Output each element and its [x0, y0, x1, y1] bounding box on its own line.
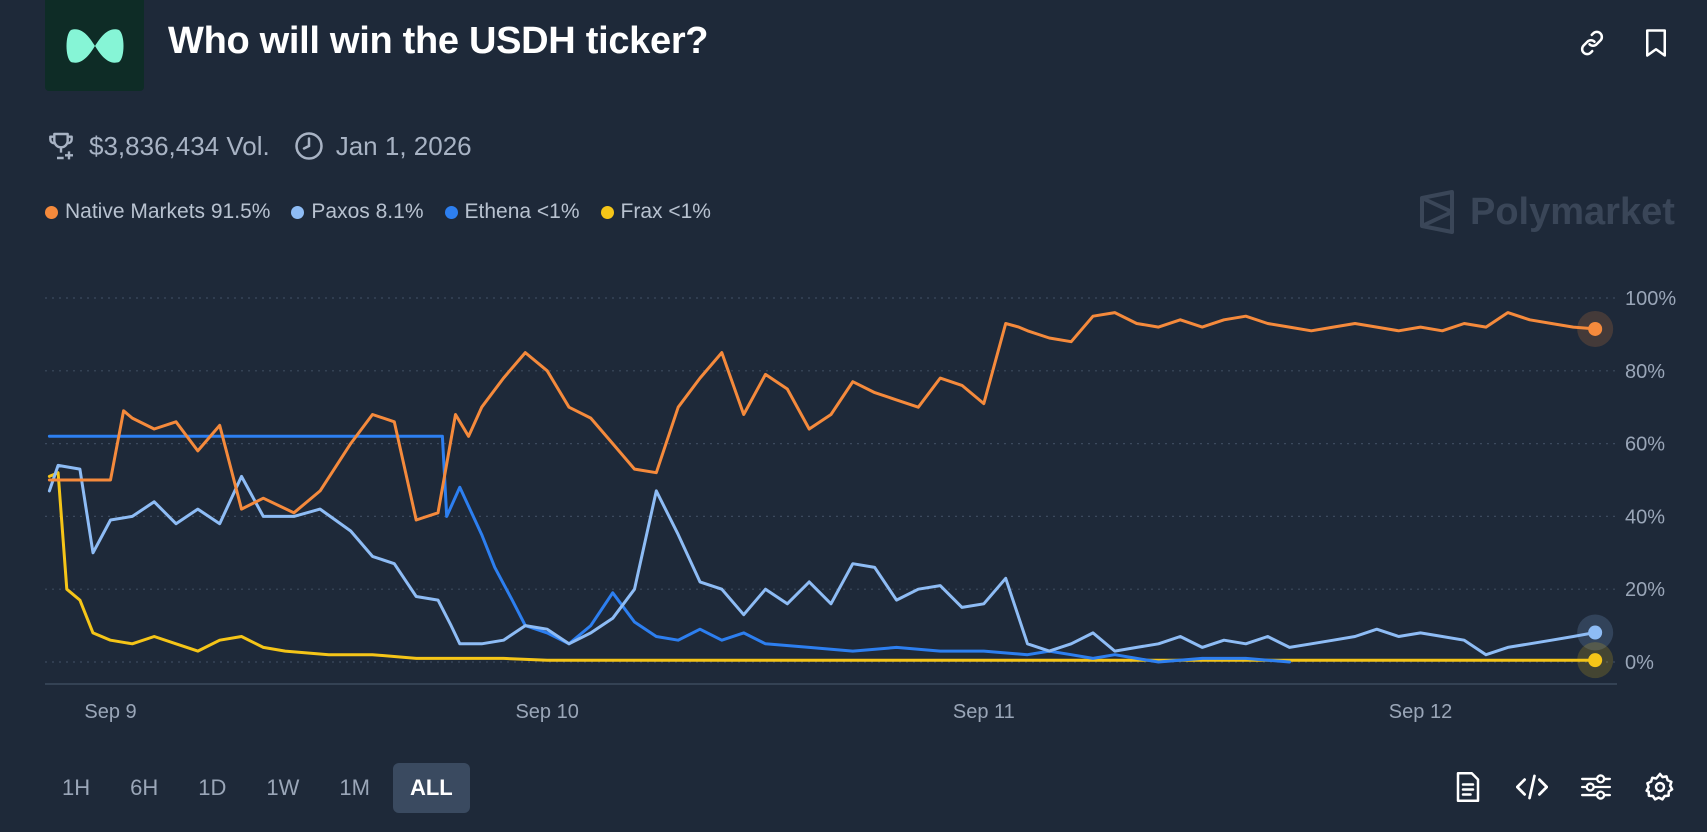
legend-item: Paxos 8.1% [291, 200, 424, 224]
watermark-text: Polymarket [1470, 190, 1675, 233]
y-tick-label: 60% [1625, 434, 1665, 456]
series-line-paxos [47, 463, 1597, 657]
bookmark-icon [1646, 29, 1666, 57]
legend-dot [600, 205, 614, 219]
market-logo [45, 0, 144, 91]
settings-button[interactable] [1643, 770, 1677, 804]
trophy-icon [49, 132, 73, 160]
x-tick-label: Sep 12 [1389, 701, 1452, 723]
series-line-native-markets [47, 311, 1597, 522]
y-tick-label: 20% [1625, 579, 1665, 601]
gear-icon [1645, 772, 1674, 801]
legend-item: Ethena <1% [444, 200, 580, 224]
legend-label: Ethena <1% [464, 200, 580, 223]
y-tick-label: 40% [1625, 506, 1665, 528]
legend-label: Native Markets 91.5% [65, 200, 271, 223]
legend-item: Frax <1% [600, 200, 711, 224]
tab-1h[interactable]: 1H [62, 775, 91, 800]
tab-1m[interactable]: 1M [339, 775, 370, 800]
end-date-text: Jan 1, 2026 [335, 130, 472, 161]
timeframe-tabs: 1H 6H 1D 1W 1M ALL [45, 763, 470, 813]
document-icon [1456, 772, 1480, 802]
series-line-frax [47, 471, 1597, 662]
price-chart: 0% 20% 40% 60% 80% 100% Sep 9 Sep 10 Sep 11 Sep 1… [45, 288, 1676, 723]
chart-tools [1451, 770, 1677, 804]
polymarket-watermark: Polymarket [1418, 190, 1675, 234]
clock-icon [294, 132, 323, 160]
legend-label: Frax <1% [620, 200, 711, 223]
legend-item: Native Markets 91.5% [45, 200, 270, 224]
tab-all[interactable]: ALL [392, 763, 470, 813]
y-tick-label: 80% [1625, 361, 1665, 383]
endpoint-marker [1588, 653, 1603, 668]
embed-button[interactable] [1515, 770, 1549, 804]
legend-dot [444, 205, 458, 219]
market-logo-icon [66, 28, 123, 63]
legend-dot [45, 205, 58, 219]
tab-6h[interactable]: 6H [130, 775, 159, 800]
tab-1w[interactable]: 1W [266, 775, 300, 800]
market-meta: $3,836,434 Vol. Jan 1, 2026 [45, 128, 486, 164]
copy-link-button[interactable] [1575, 26, 1609, 60]
chart-settings-button[interactable] [1579, 770, 1613, 804]
endpoint-marker [1588, 321, 1603, 336]
bookmark-button[interactable] [1639, 26, 1673, 60]
legend-label: Paxos 8.1% [311, 200, 424, 223]
legend-dot [291, 205, 305, 219]
chart-legend: Native Markets 91.5% Paxos 8.1% Ethena <… [45, 200, 732, 224]
rules-button[interactable] [1451, 770, 1485, 804]
endpoint-marker [1588, 625, 1603, 640]
page-title: Who will win the USDH ticker? [168, 20, 709, 62]
polymarket-logo-icon [1420, 190, 1454, 234]
y-tick-label: 100% [1625, 288, 1676, 310]
link-icon [1580, 30, 1604, 56]
embed-code-icon [1516, 774, 1548, 800]
x-tick-label: Sep 9 [84, 701, 136, 723]
x-tick-label: Sep 11 [953, 701, 1015, 723]
x-tick-label: Sep 10 [515, 701, 578, 723]
volume-text: $3,836,434 Vol. [89, 130, 270, 161]
tab-1d[interactable]: 1D [198, 775, 227, 800]
y-tick-label: 0% [1625, 652, 1654, 674]
sliders-icon [1581, 774, 1611, 800]
series-line-ethena [47, 434, 1291, 664]
